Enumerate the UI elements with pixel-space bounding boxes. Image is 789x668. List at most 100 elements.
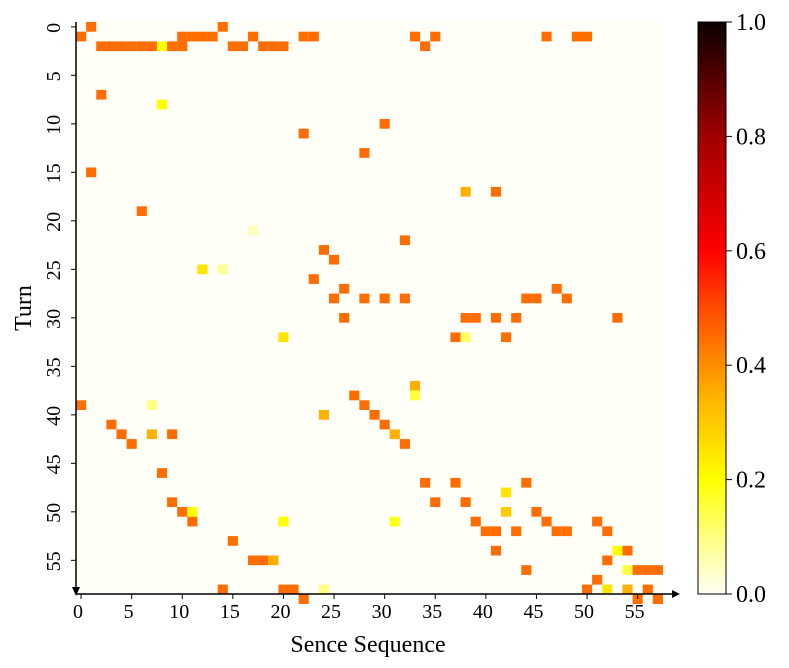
heatmap-cell [561, 526, 572, 537]
heatmap-cell [349, 390, 360, 401]
heatmap-cell [116, 41, 127, 52]
x-tick-label: 50 [574, 601, 594, 623]
heatmap-cell [642, 584, 653, 595]
tick-labels: 0 5 10 15 20 25 30 35 40 45 50 55 0 5 10 15 20 25 30 35 40 45… [43, 23, 645, 623]
heatmap-cell [409, 31, 421, 42]
heatmap-cell [622, 584, 633, 595]
heatmap-cell [146, 41, 157, 52]
heatmap-cell [399, 235, 410, 246]
colorbar-tick-label: 0.2 [736, 468, 766, 494]
heatmap-cell [470, 313, 481, 323]
y-tick-label: 40 [43, 406, 65, 426]
heatmap-cell [167, 429, 178, 440]
x-axis-label: Sence Sequence [290, 632, 445, 658]
heatmap-cell [278, 41, 289, 52]
heatmap-cell [197, 264, 208, 275]
heatmap-cell [217, 584, 228, 595]
heatmap-cell [278, 584, 289, 595]
colorbar-tick-label: 1.0 [736, 10, 766, 36]
heatmap-cell [622, 565, 633, 575]
heatmap-cell [217, 264, 228, 275]
heatmap-cell [359, 400, 370, 410]
heatmap-cell [622, 545, 633, 556]
heatmap-cell [602, 526, 613, 537]
heatmap-cells [76, 22, 663, 604]
heatmap-cell [248, 225, 259, 236]
heatmap-cell [96, 89, 107, 100]
heatmap-cell [329, 293, 340, 304]
colorbar-tick-label: 0.0 [736, 582, 766, 608]
heatmap-cell [86, 167, 97, 178]
x-tick-label: 5 [124, 601, 134, 623]
heatmap-cell [511, 526, 522, 537]
heatmap-cell [652, 594, 663, 604]
heatmap-cell [298, 128, 309, 139]
y-tick-label: 50 [43, 503, 65, 523]
heatmap-cell [602, 584, 613, 595]
colorbar-tick-label: 0.8 [736, 124, 766, 150]
heatmap-cell [308, 31, 319, 42]
heatmap-cell [116, 429, 127, 440]
x-tick-label: 10 [169, 601, 189, 623]
heatmap-cell [612, 313, 623, 323]
heatmap-cell [177, 507, 188, 517]
heatmap-cell [167, 41, 178, 52]
colorbar-tick-label: 0.6 [736, 239, 766, 265]
heatmap-cell [329, 254, 340, 265]
heatmap-cell [86, 22, 97, 32]
heatmap-cell [541, 516, 552, 527]
heatmap-cell [582, 584, 593, 595]
x-tick-label: 0 [73, 601, 83, 623]
heatmap-cell [258, 555, 269, 566]
x-tick-label: 35 [422, 601, 442, 623]
heatmap-cell [612, 545, 623, 556]
heatmap-cell [136, 206, 147, 216]
y-tick-label: 30 [43, 309, 65, 329]
heatmap-cell [126, 41, 137, 52]
heatmap-cell [541, 31, 552, 42]
heatmap-cell [642, 565, 653, 575]
heatmap-cell [156, 99, 168, 110]
y-tick-label: 35 [43, 357, 65, 377]
heatmap-cell [106, 419, 117, 430]
heatmap-cell [298, 31, 309, 42]
heatmap-cell [156, 468, 168, 478]
x-axis-arrowhead [672, 590, 680, 598]
heatmap-cell [490, 526, 502, 537]
axes [72, 22, 680, 598]
heatmap-cell [531, 293, 542, 304]
heatmap-cell [146, 400, 157, 410]
heatmap-cell [268, 41, 279, 52]
heatmap-cell [278, 516, 289, 527]
y-tick-label: 10 [43, 115, 65, 135]
y-tick-label: 55 [43, 551, 65, 571]
heatmap-cell [318, 245, 329, 255]
heatmap-cell [430, 497, 441, 507]
heatmap-cell [207, 31, 218, 42]
heatmap-cell [298, 594, 309, 604]
heatmap-cell [430, 31, 441, 42]
heatmap-cell [399, 439, 410, 449]
y-tick-label: 25 [43, 260, 65, 280]
heatmap-cell [339, 283, 350, 294]
heatmap-cell [582, 31, 593, 42]
heatmap-cell [318, 410, 329, 420]
heatmap-cell [258, 41, 269, 52]
x-tick-label: 40 [473, 601, 493, 623]
y-tick-label: 5 [43, 71, 65, 81]
heatmap-cell [167, 497, 178, 507]
heatmap-cell [177, 41, 188, 52]
heatmap-cell [409, 380, 421, 391]
heatmap-cell [197, 31, 208, 42]
heatmap-cell [551, 526, 562, 537]
heatmap-cell [278, 332, 289, 343]
heatmap-cell [248, 31, 259, 42]
heatmap-cell [602, 555, 613, 566]
heatmap-cell [460, 332, 471, 343]
heatmap-cell [379, 119, 390, 129]
heatmap-cell [450, 332, 461, 343]
heatmap-cell [531, 507, 542, 517]
heatmap-cell [76, 400, 87, 410]
heatmap-cell [521, 293, 532, 304]
